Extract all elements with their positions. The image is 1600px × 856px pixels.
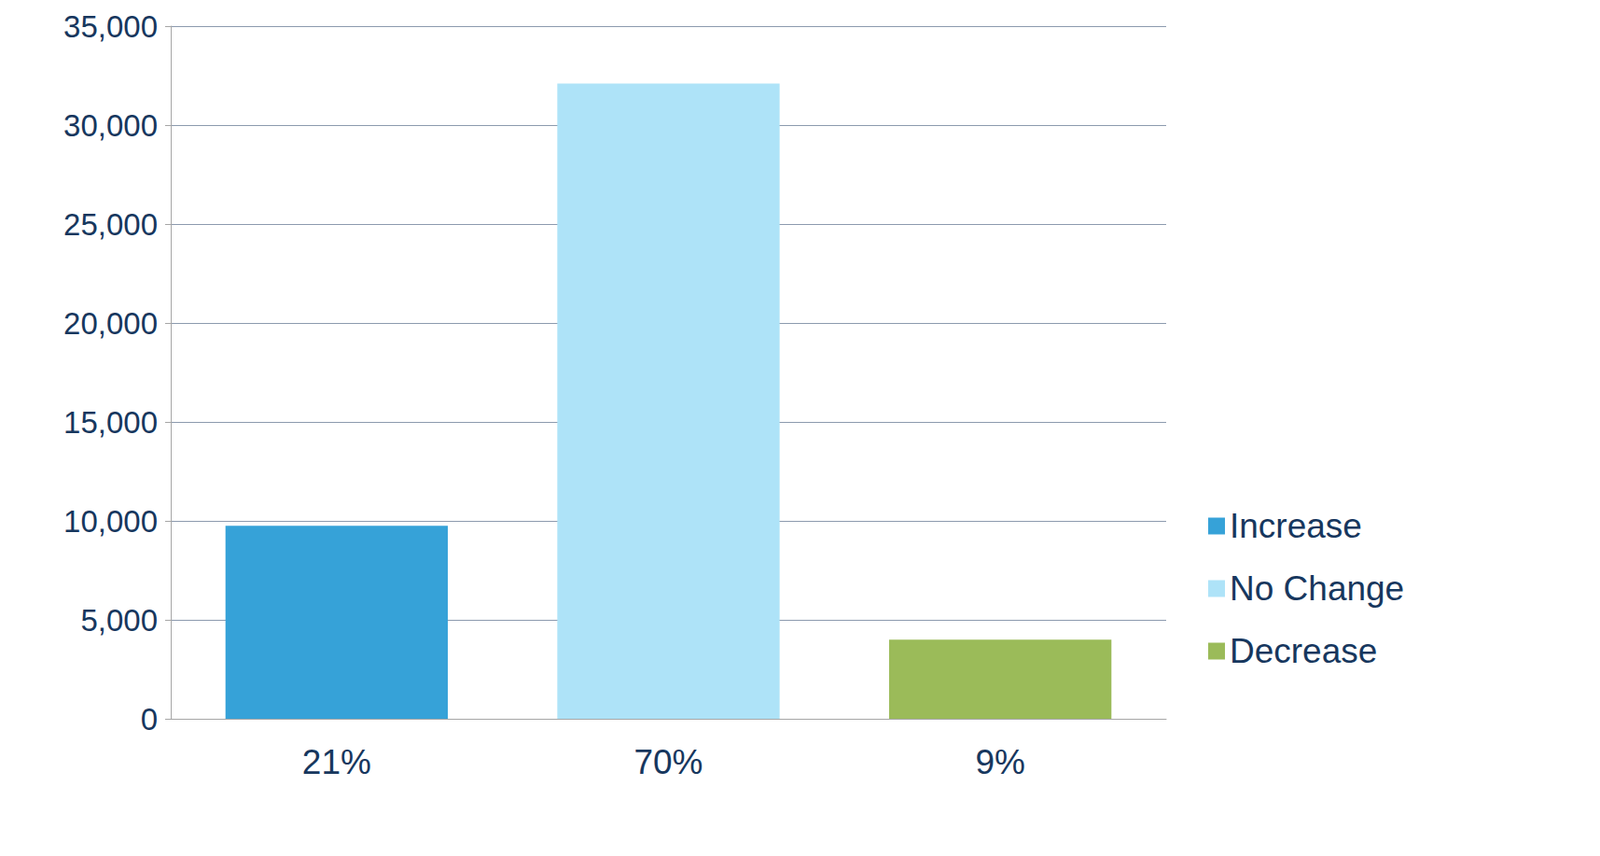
svg-text:35,000: 35,000 [63, 9, 158, 44]
svg-text:Decrease: Decrease [1229, 631, 1378, 670]
svg-text:Increase: Increase [1229, 506, 1363, 545]
svg-text:21%: 21% [302, 742, 372, 781]
svg-text:25,000: 25,000 [63, 207, 158, 242]
svg-text:15,000: 15,000 [63, 404, 158, 440]
svg-text:No Change: No Change [1229, 569, 1405, 608]
svg-text:5,000: 5,000 [80, 602, 158, 638]
svg-text:10,000: 10,000 [63, 503, 158, 539]
svg-text:0: 0 [140, 701, 158, 737]
svg-text:30,000: 30,000 [63, 108, 158, 143]
svg-text:9%: 9% [974, 742, 1025, 781]
svg-text:70%: 70% [633, 742, 703, 781]
svg-text:20,000: 20,000 [63, 306, 158, 341]
